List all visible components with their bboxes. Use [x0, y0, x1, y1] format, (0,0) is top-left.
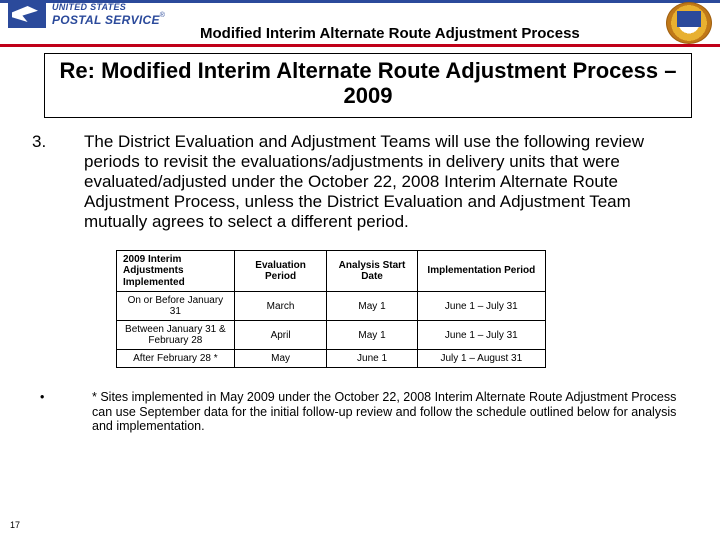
table-row: On or Before January 31 March May 1 June…	[117, 292, 546, 321]
item-number: 3.	[32, 132, 56, 232]
registered-mark: ®	[160, 12, 165, 19]
table-header-row: 2009 Interim Adjustments Implemented Eva…	[117, 250, 546, 292]
table-row: After February 28 * May June 1 July 1 – …	[117, 350, 546, 368]
table-cell: March	[234, 292, 327, 321]
table-row: Between January 31 & February 28 April M…	[117, 321, 546, 350]
usps-logo: UNITED STATES POSTAL SERVICE®	[8, 2, 165, 28]
slide: UNITED STATES POSTAL SERVICE® Modified I…	[0, 0, 720, 540]
slide-body: 3. The District Evaluation and Adjustmen…	[0, 118, 720, 434]
table-cell: May	[234, 350, 327, 368]
numbered-item-3: 3. The District Evaluation and Adjustmen…	[32, 132, 688, 232]
slide-header: UNITED STATES POSTAL SERVICE® Modified I…	[0, 0, 720, 47]
table-cell: Between January 31 & February 28	[117, 321, 235, 350]
usps-line2: POSTAL SERVICE	[52, 13, 160, 27]
item-text: The District Evaluation and Adjustment T…	[84, 132, 688, 232]
re-box: Re: Modified Interim Alternate Route Adj…	[44, 53, 692, 118]
nalc-seal	[666, 2, 712, 44]
col-header: 2009 Interim Adjustments Implemented	[117, 250, 235, 292]
table-cell: June 1	[327, 350, 417, 368]
eagle-icon	[8, 2, 46, 28]
re-title-text: Modified Interim Alternate Route Adjustm…	[101, 58, 676, 108]
table-cell: April	[234, 321, 327, 350]
table-cell: May 1	[327, 292, 417, 321]
col-header: Implementation Period	[417, 250, 545, 292]
usps-line1: UNITED STATES	[52, 3, 165, 12]
schedule-table-wrap: 2009 Interim Adjustments Implemented Eva…	[116, 250, 546, 369]
table-cell: June 1 – July 31	[417, 292, 545, 321]
table-cell: On or Before January 31	[117, 292, 235, 321]
footnote: • * Sites implemented in May 2009 under …	[32, 390, 688, 433]
page-number: 17	[10, 520, 20, 530]
table-cell: May 1	[327, 321, 417, 350]
footnote-text: * Sites implemented in May 2009 under th…	[92, 390, 688, 433]
footnote-bullet: •	[32, 390, 64, 433]
table-body: On or Before January 31 March May 1 June…	[117, 292, 546, 368]
col-header: Evaluation Period	[234, 250, 327, 292]
table-cell: June 1 – July 31	[417, 321, 545, 350]
re-prefix: Re:	[60, 58, 102, 83]
col-header: Analysis Start Date	[327, 250, 417, 292]
table-cell: After February 28 *	[117, 350, 235, 368]
schedule-table: 2009 Interim Adjustments Implemented Eva…	[116, 250, 546, 369]
header-title: Modified Interim Alternate Route Adjustm…	[200, 25, 630, 42]
usps-wordmark: UNITED STATES POSTAL SERVICE®	[52, 3, 165, 28]
table-head: 2009 Interim Adjustments Implemented Eva…	[117, 250, 546, 292]
seal-icon	[666, 2, 712, 44]
table-cell: July 1 – August 31	[417, 350, 545, 368]
re-title: Re: Modified Interim Alternate Route Adj…	[53, 58, 683, 109]
